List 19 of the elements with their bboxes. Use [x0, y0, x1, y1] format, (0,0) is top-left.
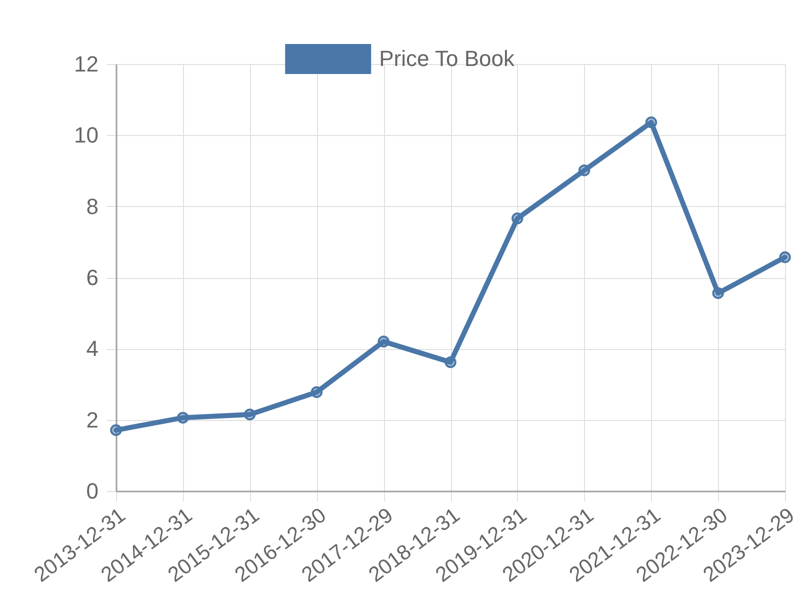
point — [177, 412, 189, 424]
y-tick-label: 8 — [86, 194, 98, 219]
point — [645, 116, 658, 128]
point — [378, 336, 390, 348]
point — [444, 356, 456, 368]
y-tick-label: 0 — [86, 478, 98, 504]
point — [779, 251, 791, 264]
legend-label: Price To Book — [379, 46, 516, 71]
point — [244, 408, 256, 420]
point — [512, 212, 524, 224]
point — [578, 164, 590, 176]
point — [712, 287, 724, 300]
y-tick-label: 10 — [74, 122, 98, 148]
y-tick-label: 2 — [86, 407, 98, 432]
y-tick-label: 4 — [86, 336, 98, 362]
y-tick-label: 12 — [74, 52, 98, 76]
point — [110, 424, 122, 436]
point — [310, 386, 323, 398]
y-tick-label: 6 — [86, 265, 98, 290]
